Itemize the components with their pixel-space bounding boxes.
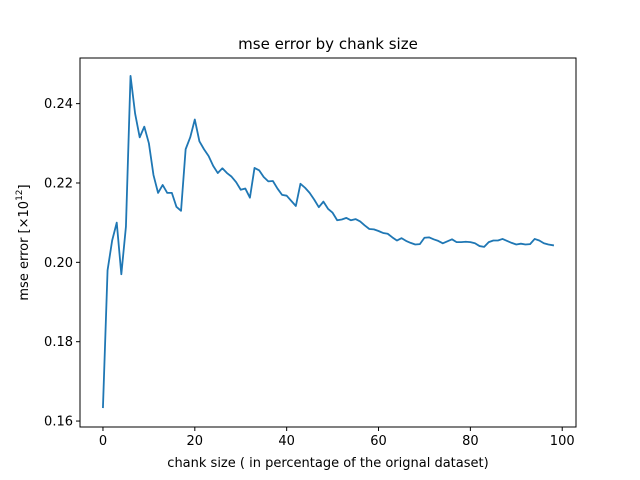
y-tick-label: 0.24 — [44, 97, 73, 112]
x-tick-label: 100 — [550, 434, 575, 449]
y-tick-label: 0.16 — [44, 415, 73, 430]
x-axis-label: chank size ( in percentage of the origna… — [167, 456, 488, 471]
y-axis-label-exponent: 12 — [15, 189, 25, 200]
series-line — [102, 74, 555, 409]
series-layer — [102, 74, 555, 409]
x-axis: 0 20 40 60 80 100 — [99, 427, 575, 449]
chart-title: mse error by chank size — [238, 35, 418, 53]
x-tick-label: 0 — [99, 434, 107, 449]
y-axis: 0.16 0.18 0.20 0.22 0.24 — [44, 97, 80, 430]
x-tick-label: 20 — [187, 434, 204, 449]
y-tick-label: 0.22 — [44, 176, 73, 191]
y-axis-label-tail: ] — [17, 184, 32, 189]
y-axis-label: mse error [×1012] — [15, 184, 32, 300]
y-axis-label-main: mse error [×10 — [17, 201, 32, 301]
x-tick-label: 40 — [278, 434, 295, 449]
x-tick-label: 60 — [370, 434, 387, 449]
y-tick-label: 0.20 — [44, 256, 73, 271]
plot-area — [79, 57, 577, 428]
plot-frame — [79, 57, 577, 428]
x-tick-label: 80 — [462, 434, 479, 449]
y-tick-label: 0.18 — [44, 335, 73, 350]
